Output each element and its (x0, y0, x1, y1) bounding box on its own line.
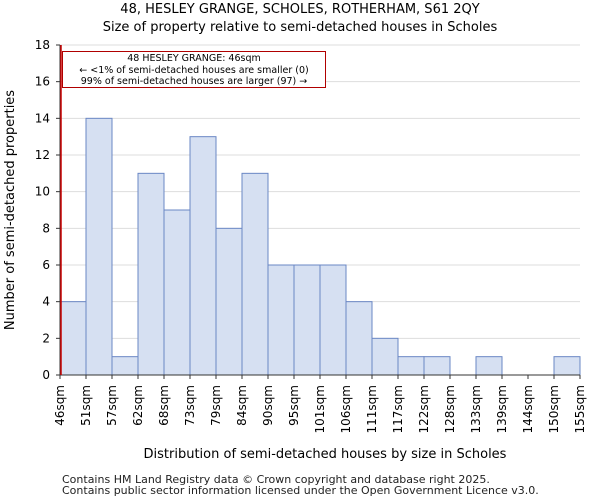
x-tick-label: 95sqm (287, 385, 301, 426)
histogram-bar (241, 172, 269, 376)
y-tick-label: 16 (35, 75, 50, 89)
histogram-bar (111, 356, 139, 376)
x-tick-label: 68sqm (157, 385, 171, 426)
histogram-bar (423, 356, 451, 376)
histogram-bar (553, 356, 581, 376)
x-tick-label: 133sqm (469, 385, 483, 433)
histogram-bar (371, 337, 399, 376)
y-tick-label: 2 (42, 331, 50, 345)
y-axis-title: Number of semi-detached properties (3, 90, 18, 330)
x-tick-label: 101sqm (313, 385, 327, 433)
histogram-bar (189, 136, 217, 376)
x-axis-title: Distribution of semi-detached houses by … (144, 447, 507, 462)
footer-copyright: Contains HM Land Registry data © Crown c… (62, 473, 490, 486)
histogram-bar (475, 356, 503, 376)
y-tick-label: 10 (35, 185, 50, 199)
footer-licence: Contains public sector information licen… (62, 484, 539, 497)
annotation-box: 48 HESLEY GRANGE: 46sqm ← <1% of semi-de… (62, 51, 326, 88)
histogram-bar (163, 209, 191, 376)
x-tick-label: 90sqm (261, 385, 275, 426)
y-tick-label: 14 (35, 111, 50, 125)
histogram-bar (137, 172, 165, 376)
histogram-bar (345, 301, 373, 376)
histogram-bar (85, 117, 113, 376)
y-tick-label: 6 (42, 258, 50, 272)
x-tick-label: 122sqm (417, 385, 431, 433)
x-tick-label: 155sqm (573, 385, 587, 433)
x-tick-label: 46sqm (53, 385, 67, 426)
y-tick-label: 18 (35, 38, 50, 52)
x-tick-label: 111sqm (365, 385, 379, 433)
x-tick-label: 62sqm (131, 385, 145, 426)
histogram-bar (215, 227, 243, 376)
chart-title: Size of property relative to semi-detach… (102, 20, 498, 35)
y-tick-label: 0 (42, 368, 50, 382)
x-tick-label: 106sqm (339, 385, 353, 433)
x-tick-label: 57sqm (105, 385, 119, 426)
chart-title-address: 48, HESLEY GRANGE, SCHOLES, ROTHERHAM, S… (120, 2, 480, 17)
x-tick-label: 84sqm (235, 385, 249, 426)
x-tick-label: 79sqm (209, 385, 223, 426)
histogram-bar (293, 264, 321, 376)
x-tick-label: 128sqm (443, 385, 457, 433)
y-tick-label: 4 (42, 295, 50, 309)
histogram-bar (397, 356, 425, 376)
y-tick-label: 12 (35, 148, 50, 162)
histogram-bar (319, 264, 347, 376)
x-tick-label: 73sqm (183, 385, 197, 426)
annotation-line-3: 99% of semi-detached houses are larger (… (80, 76, 308, 87)
annotation-line-2: ← <1% of semi-detached houses are smalle… (79, 64, 309, 76)
annotation-line-1: 48 HESLEY GRANGE: 46sqm (127, 53, 261, 64)
x-tick-label: 144sqm (521, 385, 535, 433)
histogram-bar (267, 264, 295, 376)
x-tick-label: 51sqm (79, 385, 93, 426)
x-tick-label: 139sqm (495, 385, 509, 433)
y-tick-label: 8 (42, 221, 50, 235)
histogram-bar (59, 301, 87, 376)
x-tick-label: 117sqm (391, 385, 405, 433)
x-tick-label: 150sqm (547, 385, 561, 433)
